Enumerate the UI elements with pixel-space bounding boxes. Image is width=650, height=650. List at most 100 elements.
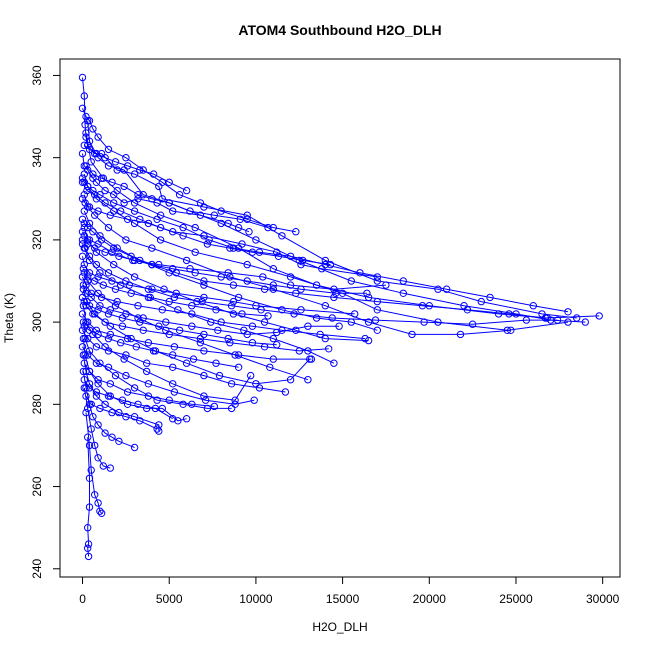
data-point: [361, 334, 369, 343]
x-tick-label: 5000: [156, 592, 183, 606]
data-point: [224, 219, 232, 228]
data-point: [269, 285, 277, 293]
data-point: [581, 318, 589, 326]
x-tick-label: 10000: [239, 592, 273, 606]
data-point: [252, 236, 260, 244]
data-point: [82, 392, 90, 400]
series-11: [79, 302, 255, 404]
data-point: [217, 273, 225, 281]
series-line: [82, 77, 577, 319]
data-point: [330, 293, 338, 302]
data-point: [111, 302, 120, 310]
y-axis-label: Theta (K): [2, 293, 16, 343]
data-point: [87, 400, 95, 408]
data-point: [226, 244, 234, 252]
data-point: [89, 125, 97, 133]
data-point: [82, 162, 90, 170]
data-point: [122, 277, 130, 285]
series-41: [82, 162, 272, 232]
data-point: [92, 178, 101, 187]
data-point: [158, 404, 167, 413]
data-point: [134, 400, 142, 408]
data-point: [80, 297, 89, 306]
data-point: [217, 318, 225, 326]
data-point: [97, 293, 106, 302]
data-point: [165, 297, 173, 306]
data-point: [144, 285, 153, 293]
data-point: [84, 552, 93, 561]
data-point: [151, 404, 160, 413]
data-point: [553, 316, 562, 324]
data-point: [85, 145, 94, 154]
data-point: [108, 408, 116, 417]
data-point: [595, 312, 603, 320]
data-point: [85, 236, 94, 244]
data-point: [104, 145, 113, 154]
data-point: [84, 351, 92, 359]
data-point: [144, 380, 153, 388]
data-point: [115, 408, 123, 417]
data-point: [96, 507, 104, 515]
series-26: [78, 326, 290, 396]
data-point: [80, 359, 89, 367]
data-point: [169, 265, 177, 273]
data-point: [200, 371, 208, 380]
data-point: [214, 326, 222, 334]
data-point: [85, 474, 94, 482]
data-point: [442, 285, 451, 293]
series-line: [82, 313, 312, 360]
series-line: [82, 239, 367, 294]
data-point: [78, 104, 87, 113]
data-point: [85, 252, 94, 260]
data-point: [108, 178, 116, 187]
data-point: [260, 318, 269, 326]
x-tick-label: 20000: [413, 592, 447, 606]
data-point: [399, 277, 407, 285]
data-point: [297, 306, 305, 314]
data-point: [328, 314, 336, 322]
data-point: [169, 207, 177, 215]
data-point: [139, 326, 147, 334]
data-point: [188, 400, 196, 408]
y-tick-label: 300: [30, 312, 44, 332]
data-point: [175, 191, 184, 199]
data-point: [155, 260, 163, 269]
data-point: [541, 314, 550, 322]
data-point: [144, 219, 153, 228]
series-line: [83, 387, 111, 469]
data-point: [84, 334, 92, 343]
series-line: [83, 173, 569, 331]
data-point: [156, 223, 165, 232]
data-point: [78, 149, 87, 158]
data-point: [149, 347, 158, 355]
series-5: [80, 191, 515, 339]
data-point: [169, 228, 177, 236]
data-point: [84, 540, 93, 548]
data-point: [205, 236, 213, 244]
data-point: [189, 355, 198, 363]
data-point: [104, 162, 113, 170]
data-point: [198, 297, 206, 306]
series-38: [80, 269, 272, 320]
data-point: [203, 240, 212, 248]
data-point: [292, 228, 300, 236]
data-point: [155, 427, 163, 435]
data-point: [106, 464, 115, 472]
data-point: [269, 281, 277, 289]
series-18: [84, 433, 94, 561]
data-point: [79, 334, 88, 343]
data-point: [234, 223, 243, 232]
data-point: [108, 433, 116, 441]
data-point: [80, 92, 89, 100]
data-point: [106, 306, 115, 314]
series-line: [83, 210, 378, 331]
data-point: [78, 228, 87, 236]
data-point: [110, 199, 118, 207]
data-point: [79, 281, 88, 289]
data-point: [122, 413, 130, 421]
data-point: [85, 326, 94, 334]
data-point: [382, 281, 390, 289]
data-point: [463, 306, 472, 314]
data-point: [316, 330, 324, 339]
data-point: [255, 384, 264, 392]
